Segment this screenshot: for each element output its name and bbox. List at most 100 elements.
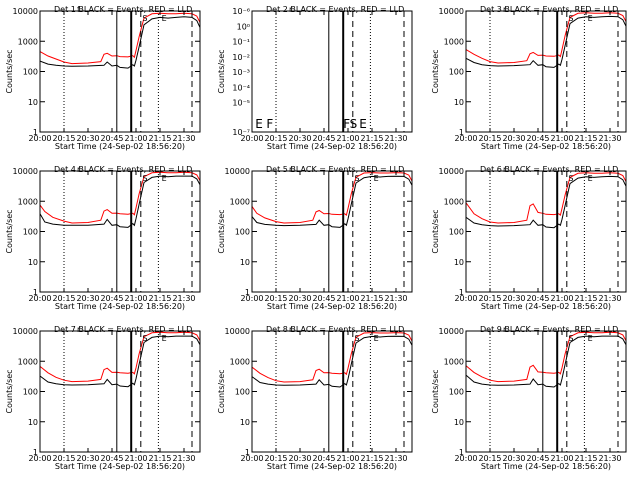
x-tick-label: 20:15 (264, 454, 287, 463)
x-tick-label: 20:00 (28, 454, 51, 463)
panel-title: Det 1 BLACK = Events, RED = LLD (54, 5, 192, 14)
marker-label: S (354, 174, 359, 183)
marker-label: S (142, 174, 147, 183)
y-tick-label: 10⁻⁷ (232, 128, 250, 137)
x-tick-label: 20:15 (52, 134, 75, 143)
x-tick-label: 21:30 (172, 294, 195, 303)
x-axis-label: Start Time (24-Sep-02 18:56:20) (55, 142, 185, 151)
y-tick-label: 10 (240, 418, 250, 427)
x-tick-label: 21:15 (360, 454, 383, 463)
y-tick-label: 10000 (225, 327, 250, 336)
x-tick-label: 20:45 (312, 454, 335, 463)
x-tick-label: 20:45 (526, 134, 549, 143)
y-tick-label: 1 (33, 448, 38, 457)
y-tick-label: 1000 (444, 357, 464, 366)
panel-title: Det 7 BLACK = Events, RED = LLD (54, 325, 192, 334)
y-tick-label: 10⁻² (232, 53, 250, 62)
panel-suffix: r (289, 165, 293, 174)
x-tick-label: 21:00 (550, 134, 573, 143)
x-tick-label: 21:15 (148, 134, 171, 143)
y-tick-label: 10000 (439, 7, 464, 16)
y-axis-label: Counts/sec (5, 209, 14, 253)
y-tick-label: 1 (245, 448, 250, 457)
series-line-events (466, 335, 626, 388)
y-tick-label: 100 (23, 388, 38, 397)
panel-suffix: r (503, 325, 507, 334)
y-tick-label: 1000 (18, 37, 38, 46)
marker-label: S (568, 334, 573, 343)
x-tick-label: 21:15 (574, 294, 597, 303)
x-tick-label: 20:00 (240, 454, 263, 463)
series-line-lld (40, 331, 200, 383)
title-backdrop (479, 324, 627, 333)
panel-suffix: r (289, 5, 293, 14)
marker-label: E (374, 334, 379, 343)
x-tick-label: 20:00 (240, 134, 263, 143)
marker-label: E (588, 334, 593, 343)
x-tick-label: 21:00 (336, 294, 359, 303)
panel-title: Det 5 BLACK = Events, RED = LLD (266, 165, 404, 174)
x-tick-label: 20:45 (100, 454, 123, 463)
x-tick-label: 20:30 (288, 294, 311, 303)
y-tick-label: 10 (454, 258, 464, 267)
y-tick-label: 1000 (230, 357, 250, 366)
y-tick-label: 1 (33, 288, 38, 297)
y-tick-label: 10⁰ (237, 22, 250, 31)
x-tick-label: 20:45 (312, 134, 335, 143)
y-tick-label: 100 (235, 228, 250, 237)
y-tick-label: 10⁻⁵ (232, 99, 250, 108)
y-tick-label: 100 (449, 388, 464, 397)
x-axis-label: Start Time (24-Sep-02 18:56:20) (481, 462, 611, 471)
title-backdrop (265, 4, 413, 13)
x-tick-label: 20:45 (526, 454, 549, 463)
phase-label: S (350, 117, 358, 131)
marker-label: E (162, 334, 167, 343)
x-tick-label: 20:00 (240, 294, 263, 303)
x-tick-label: 21:15 (574, 134, 597, 143)
y-tick-label: 1000 (18, 197, 38, 206)
series-line-lld (40, 171, 200, 224)
x-tick-label: 20:15 (52, 454, 75, 463)
marker-label: S (568, 14, 573, 23)
x-tick-label: 20:00 (28, 294, 51, 303)
x-tick-label: 20:30 (76, 294, 99, 303)
panel-title: Det 8 BLACK = Events, RED = LLD (266, 325, 404, 334)
series-line-events (466, 175, 626, 229)
y-tick-label: 10 (28, 258, 38, 267)
y-axis-label: Counts/sec (431, 209, 440, 253)
y-tick-label: 100 (449, 68, 464, 77)
y-tick-label: 1000 (230, 197, 250, 206)
x-tick-label: 21:30 (384, 134, 407, 143)
y-tick-label: 100 (235, 388, 250, 397)
y-tick-label: 1000 (444, 197, 464, 206)
x-tick-label: 21:15 (360, 294, 383, 303)
x-tick-label: 21:30 (598, 294, 621, 303)
panel-title: Det 2 BLACK = Events, RED = LLD (266, 5, 404, 14)
y-tick-label: 1 (245, 288, 250, 297)
x-tick-label: 21:00 (550, 454, 573, 463)
x-tick-label: 20:15 (264, 294, 287, 303)
y-tick-label: 100 (23, 68, 38, 77)
y-tick-label: 10000 (225, 167, 250, 176)
marker-label: S (354, 334, 359, 343)
x-tick-label: 21:00 (550, 294, 573, 303)
x-tick-label: 20:30 (288, 134, 311, 143)
x-axis-label: Start Time (24-Sep-02 18:56:20) (55, 302, 185, 311)
x-tick-label: 20:45 (100, 294, 123, 303)
panel-suffix: f (77, 5, 80, 14)
y-tick-label: 1 (33, 128, 38, 137)
title-backdrop (53, 324, 201, 333)
